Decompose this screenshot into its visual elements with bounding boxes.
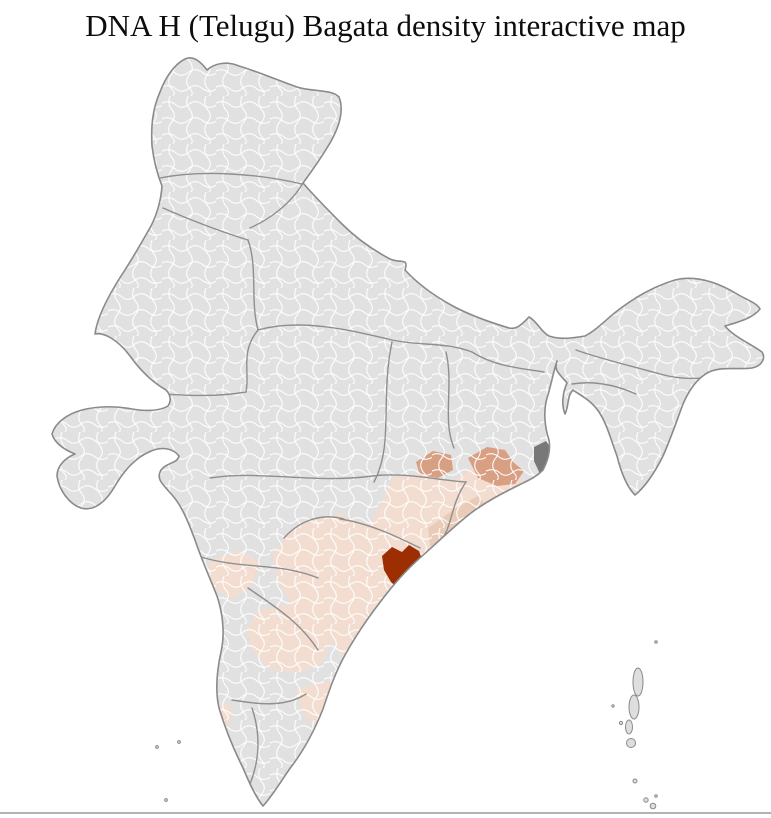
district-boundaries-texture — [52, 57, 764, 806]
lakshadweep-islands[interactable] — [155, 740, 181, 802]
india-outline — [51, 57, 765, 807]
page-title: DNA H (Telugu) Bagata density interactiv… — [85, 8, 686, 43]
high-density-district-visakhapatnam[interactable] — [382, 545, 429, 591]
bottom-divider — [0, 812, 771, 814]
state-borders — [103, 172, 741, 785]
andaman-nicobar-islands[interactable] — [611, 640, 658, 810]
